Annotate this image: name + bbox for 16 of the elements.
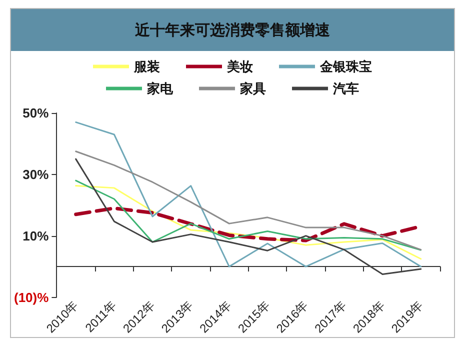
y-tick-label: 30%: [22, 166, 50, 182]
legend-label: 家具: [239, 81, 266, 96]
chart-title: 近十年来可选消费零售额增速: [11, 9, 454, 51]
y-tick-label: 10%: [22, 228, 50, 244]
legend-label: 金银珠宝: [319, 59, 372, 74]
line-series: [75, 150, 422, 250]
line-series: [75, 185, 422, 260]
line-series: [75, 121, 422, 268]
y-tick-label: 50%: [22, 106, 50, 120]
y-tick-label: (10)%: [14, 290, 50, 305]
legend-label: 汽车: [332, 81, 359, 96]
legend-label: 服装: [133, 59, 160, 74]
line-series: [75, 158, 422, 275]
line-series: [75, 180, 422, 251]
legend-label: 美妆: [226, 59, 253, 74]
legend-label: 家电: [146, 81, 174, 96]
